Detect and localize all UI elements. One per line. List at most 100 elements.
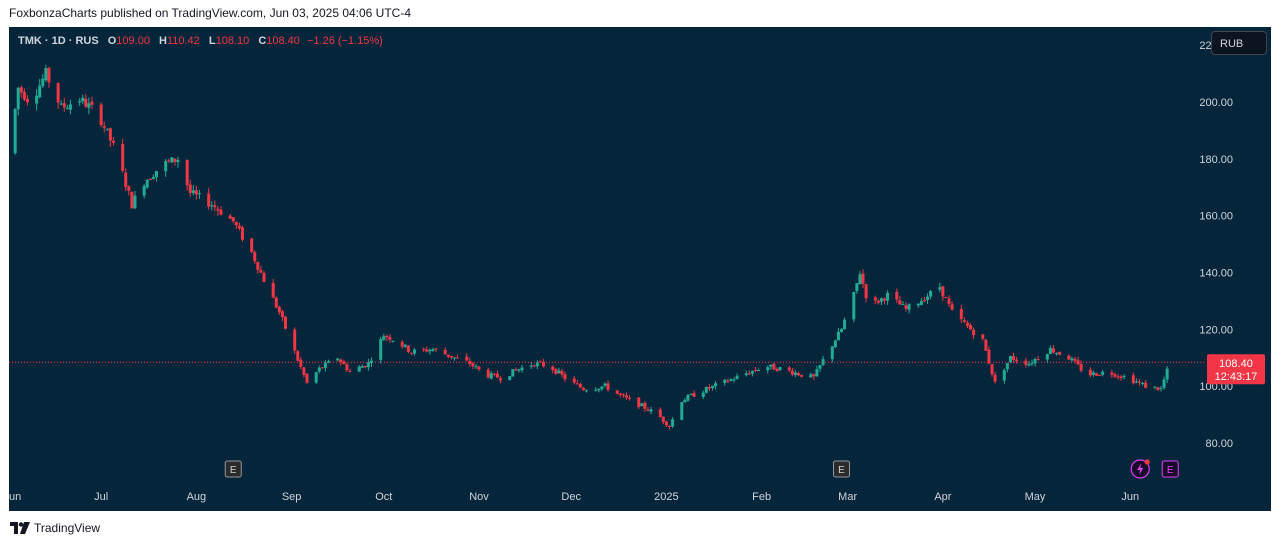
candle [554,367,558,375]
candle [431,347,435,352]
candle [683,398,687,403]
candle [62,97,66,112]
candle [188,179,192,197]
candle [154,170,158,182]
candle [517,368,521,373]
candle [821,355,825,367]
candle [105,128,109,131]
x-tick-label: 2025 [654,491,678,503]
candle [90,96,94,110]
candle [769,364,773,370]
candle [35,89,39,111]
candle [901,301,905,306]
chart-panel[interactable]: 80.00 100.00 120.00 140.00 160.00 180.00 200.0… [9,27,1271,511]
candle [1067,354,1071,360]
price-axis: 80.00100.00120.00140.00160.00180.00200.0… [1199,40,1233,450]
candle [323,360,327,372]
candle [818,364,822,372]
candle [594,387,598,392]
candle [800,374,804,378]
candle [732,377,736,383]
candle [499,375,503,384]
candle [809,372,813,378]
lightning-icon[interactable] [1130,459,1150,479]
candle [1005,362,1009,373]
candle [366,358,370,371]
candle [293,327,297,355]
candle [413,347,417,356]
candle [302,366,306,378]
candle [959,304,963,324]
candle [701,390,705,400]
candle [78,98,82,106]
candle [1122,374,1126,380]
candle [339,358,343,366]
candle [360,364,364,368]
candle [836,327,840,341]
candle [240,225,244,242]
legend-symbol[interactable]: TMK · 1D · RUS [18,35,99,47]
candle [1162,376,1166,390]
candle [1101,369,1105,377]
x-tick-label: Sep [282,491,302,503]
candle [1141,381,1145,386]
candle [1051,345,1055,354]
candle [409,352,413,355]
candle [815,365,819,377]
candle [1015,356,1019,364]
tradingview-brand: TradingView [34,521,101,535]
candle [191,185,195,196]
legend-change: −1.26 (−1.15%) [306,35,383,47]
candle [228,213,232,219]
candle [852,291,856,323]
candle [535,360,539,370]
candle [664,420,668,428]
legend-high-value: 110.42 [166,35,200,47]
candle [271,279,275,298]
candle [904,301,908,312]
candle [185,159,189,191]
candle [81,94,85,105]
candle [170,156,174,163]
candle [621,393,625,398]
candle [812,373,816,380]
legend-close-label: C [258,35,267,47]
candle [124,168,128,192]
candle [1088,367,1092,378]
candlestick-chart[interactable]: 80.00100.00120.00140.00160.00180.00200.0… [9,27,1271,511]
candle [167,158,171,164]
candle [19,85,23,98]
candle [382,333,386,341]
x-tick-label: un [9,491,21,503]
candle [151,174,155,180]
candle [127,185,131,196]
candle [643,400,647,412]
candle [833,339,837,349]
candle [274,296,278,309]
candle [600,386,604,392]
tradingview-logo[interactable]: TradingView [10,520,100,536]
x-tick-label: May [1025,491,1046,503]
candle [729,378,733,382]
earnings-marker[interactable]: E [1161,460,1179,478]
candle [403,344,407,349]
candle [1070,356,1074,363]
candle [511,368,515,377]
candle [130,191,134,209]
candle [1045,353,1049,363]
candle [972,327,976,339]
candle [234,220,238,230]
currency-button[interactable]: RUB [1211,31,1267,55]
candle [919,297,923,306]
candle [320,367,324,369]
earnings-marker[interactable]: E [833,460,851,478]
candle [671,417,675,428]
candle [941,286,945,301]
candle [723,379,727,386]
candle [456,354,460,359]
candle [689,393,693,396]
earnings-marker[interactable]: E [224,460,242,478]
candle [744,370,748,377]
